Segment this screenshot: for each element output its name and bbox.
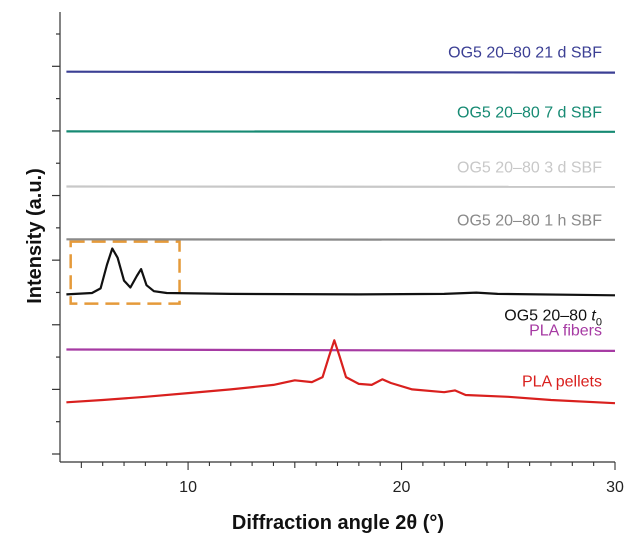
series-label-4: OG5 20–80 t0 <box>504 307 602 328</box>
series-labels: OG5 20–80 21 d SBF OG5 20–80 7 d SBF OG5 2… <box>448 45 602 391</box>
series-line-4 <box>66 247 616 297</box>
series-label-0: OG5 20–80 21 d SBF <box>448 45 602 62</box>
y-axis <box>52 12 61 462</box>
series-line-3 <box>66 238 616 241</box>
x-axis: 10 20 30 <box>60 461 624 496</box>
annotation-layer <box>69 240 181 305</box>
series-label-6: PLA pellets <box>522 373 602 390</box>
series-label-2: OG5 20–80 3 d SBF <box>457 159 602 176</box>
series-label-1: OG5 20–80 7 d SBF <box>457 104 602 121</box>
series-line-5 <box>66 348 616 352</box>
x-axis-title: Diffraction angle 2θ (°) <box>232 512 444 534</box>
zoom-annotation-box <box>69 240 181 305</box>
y-axis-title: Intensity (a.u.) <box>24 168 46 304</box>
x-tick-label: 10 <box>179 479 197 496</box>
x-tick-label: 20 <box>393 479 411 496</box>
series-line-6 <box>66 339 616 405</box>
series-layer <box>66 70 616 405</box>
x-tick-label: 30 <box>606 479 624 496</box>
series-line-0 <box>66 70 616 74</box>
series-label-5: PLA fibers <box>529 323 602 340</box>
series-label-3: OG5 20–80 1 h SBF <box>457 212 602 229</box>
